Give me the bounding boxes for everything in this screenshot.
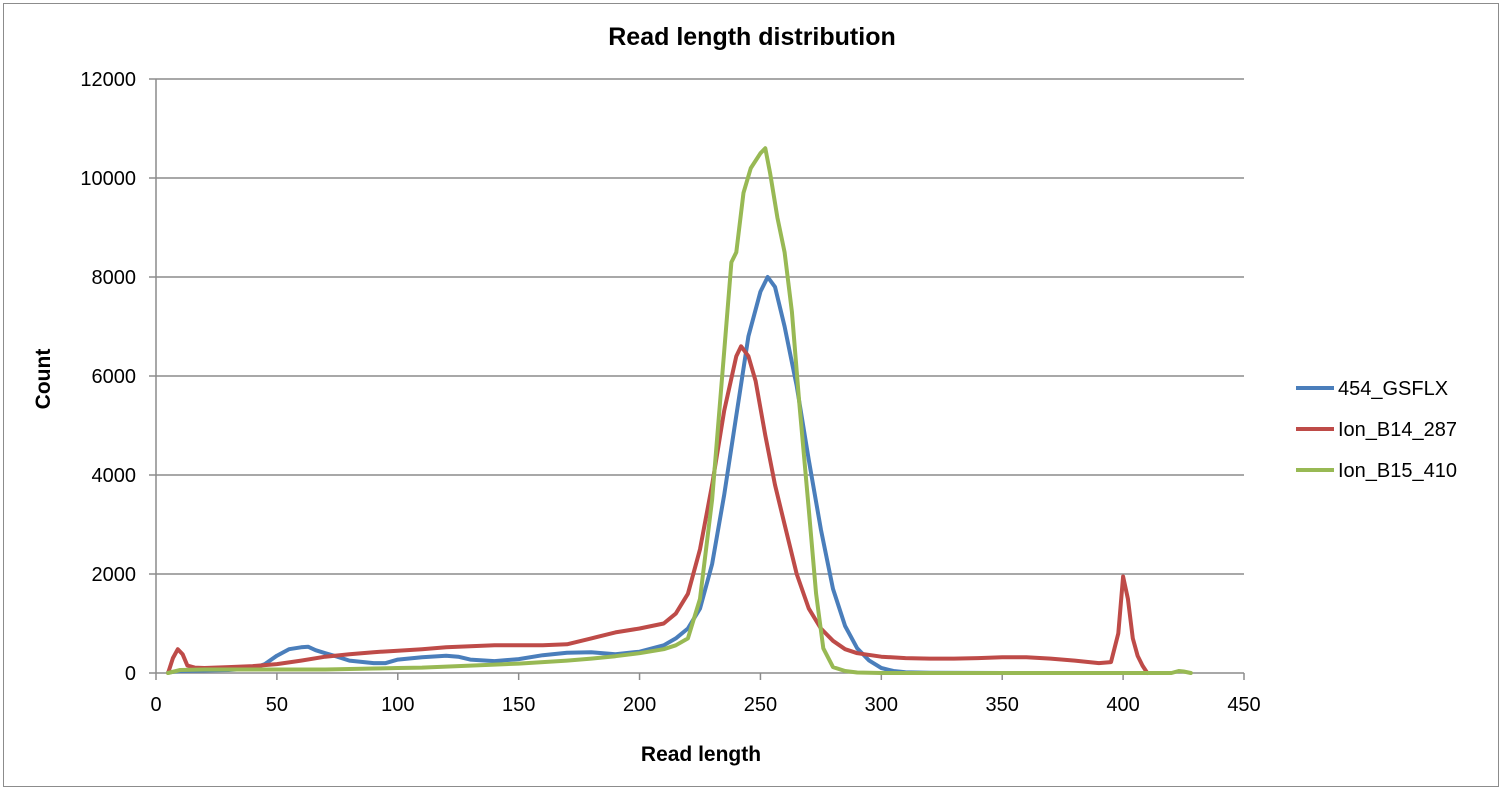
y-tick-label: 0: [125, 663, 136, 685]
y-tick-label: 4000: [92, 465, 137, 487]
x-tick-label: 250: [744, 694, 777, 716]
x-tick-label: 100: [381, 694, 414, 716]
y-tick-label: 8000: [92, 267, 137, 289]
legend: 454_GSFLX Ion_B14_287 Ion_B15_410: [1296, 378, 1457, 482]
chart-frame: 0 2000 4000 6000 8000 10000 12000 0 50 100 150 200…: [3, 3, 1499, 787]
x-tick-label: 200: [623, 694, 656, 716]
x-tick-label: 300: [865, 694, 898, 716]
x-tick-label: 350: [986, 694, 1019, 716]
y-tick-label: 10000: [80, 168, 136, 190]
line-chart: 0 2000 4000 6000 8000 10000 12000 0 50 100 150 200…: [32, 23, 1457, 766]
x-axis-ticks: 0 50 100 150 200 250 300 350 400 450: [150, 673, 1261, 716]
chart-title: Read length distribution: [608, 23, 896, 51]
y-axis-label: Count: [32, 349, 55, 410]
x-tick-label: 50: [266, 694, 288, 716]
x-tick-label: 450: [1227, 694, 1260, 716]
legend-label: Ion_B14_287: [1338, 419, 1457, 441]
y-tick-label: 12000: [80, 69, 136, 91]
x-tick-label: 150: [502, 694, 535, 716]
series-lines: [166, 146, 1193, 675]
legend-label: Ion_B15_410: [1338, 460, 1457, 482]
x-axis-label: Read length: [641, 743, 761, 766]
y-tick-label: 2000: [92, 564, 137, 586]
series-line-ion-b15-410: [166, 146, 1193, 675]
y-axis-ticks: 0 2000 4000 6000 8000 10000 12000: [80, 69, 156, 685]
gridlines: [156, 78, 1244, 575]
legend-label: 454_GSFLX: [1338, 378, 1448, 400]
x-tick-label: 400: [1106, 694, 1139, 716]
x-tick-label: 0: [150, 694, 161, 716]
y-tick-label: 6000: [92, 366, 137, 388]
series-line-ion-b14-287: [166, 344, 1150, 675]
